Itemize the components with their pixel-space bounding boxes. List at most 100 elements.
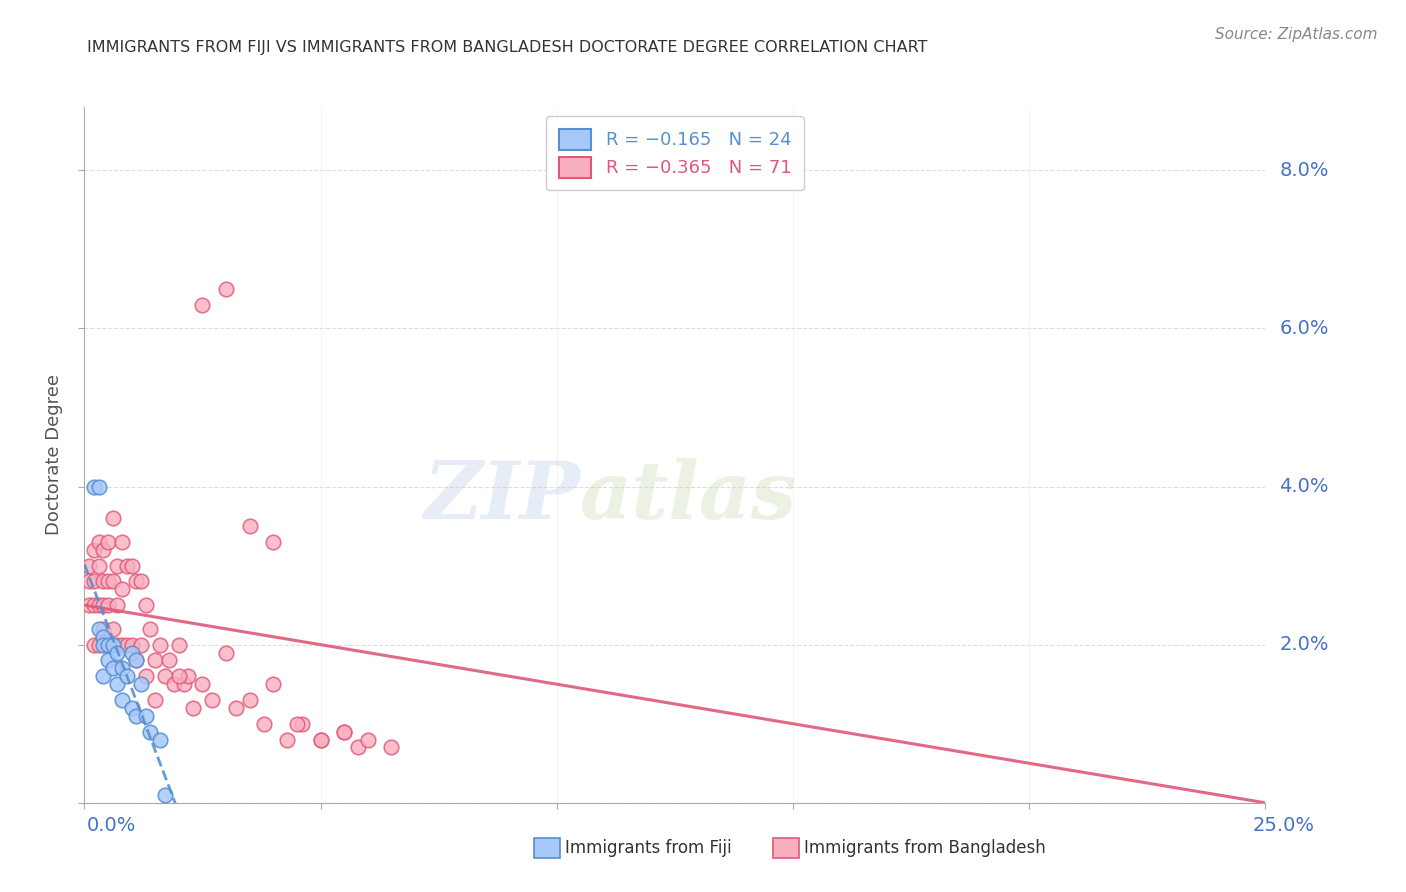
Point	[97, 574, 120, 589]
Point	[87, 534, 110, 549]
Point	[101, 661, 124, 675]
Point	[129, 677, 152, 691]
Point	[135, 598, 157, 612]
Point	[111, 693, 134, 707]
Text: 4.0%: 4.0%	[1279, 477, 1329, 496]
Point	[87, 622, 110, 636]
Point	[125, 653, 148, 667]
Point	[143, 693, 166, 707]
Text: 8.0%: 8.0%	[1279, 161, 1329, 180]
Point	[177, 669, 200, 683]
Text: 6.0%: 6.0%	[1279, 319, 1329, 338]
Point	[91, 669, 114, 683]
Point	[239, 693, 262, 707]
Point	[101, 638, 124, 652]
Point	[191, 298, 214, 312]
Legend: R = −0.165   N = 24, R = −0.365   N = 71: R = −0.165 N = 24, R = −0.365 N = 71	[546, 116, 804, 190]
Point	[107, 558, 129, 573]
Text: ZIP: ZIP	[423, 458, 581, 535]
Point	[101, 574, 124, 589]
Point	[157, 653, 180, 667]
Point	[139, 622, 162, 636]
Point	[107, 677, 129, 691]
Point	[111, 534, 134, 549]
Point	[97, 638, 120, 652]
Point	[163, 677, 186, 691]
Point	[115, 558, 138, 573]
Point	[121, 646, 143, 660]
Point	[91, 574, 114, 589]
Point	[115, 669, 138, 683]
Point	[87, 638, 110, 652]
Point	[107, 598, 129, 612]
Point	[101, 511, 124, 525]
Point	[143, 653, 166, 667]
Point	[91, 542, 114, 557]
Point	[333, 724, 356, 739]
Point	[135, 708, 157, 723]
Point	[276, 732, 298, 747]
Point	[83, 598, 105, 612]
Point	[357, 732, 380, 747]
Point	[262, 677, 284, 691]
Point	[153, 669, 176, 683]
Point	[153, 788, 176, 802]
Point	[239, 519, 262, 533]
Point	[91, 638, 114, 652]
Point	[111, 661, 134, 675]
Point	[285, 716, 308, 731]
Text: 0.0%: 0.0%	[87, 815, 136, 835]
Point	[225, 701, 247, 715]
Point	[107, 638, 129, 652]
Point	[111, 582, 134, 597]
Point	[111, 638, 134, 652]
Point	[83, 542, 105, 557]
Point	[91, 630, 114, 644]
Point	[77, 574, 100, 589]
Point	[125, 574, 148, 589]
Point	[91, 622, 114, 636]
Point	[173, 677, 195, 691]
Point	[121, 638, 143, 652]
Point	[83, 638, 105, 652]
Point	[97, 638, 120, 652]
Point	[87, 558, 110, 573]
Point	[149, 732, 172, 747]
Point	[253, 716, 276, 731]
Text: 2.0%: 2.0%	[1279, 635, 1329, 654]
Point	[380, 740, 402, 755]
Text: atlas: atlas	[581, 458, 797, 535]
Point	[167, 669, 190, 683]
Point	[149, 638, 172, 652]
Point	[135, 669, 157, 683]
Point	[309, 732, 332, 747]
Point	[97, 653, 120, 667]
Text: Source: ZipAtlas.com: Source: ZipAtlas.com	[1215, 27, 1378, 42]
Point	[97, 598, 120, 612]
Point	[215, 646, 238, 660]
Point	[309, 732, 332, 747]
Point	[107, 646, 129, 660]
Y-axis label: Doctorate Degree: Doctorate Degree	[45, 375, 63, 535]
Point	[181, 701, 204, 715]
Point	[215, 282, 238, 296]
Point	[83, 479, 105, 493]
Point	[201, 693, 224, 707]
Text: Immigrants from Bangladesh: Immigrants from Bangladesh	[804, 839, 1046, 857]
Point	[77, 558, 100, 573]
Point	[191, 677, 214, 691]
Point	[125, 653, 148, 667]
Point	[333, 724, 356, 739]
Point	[97, 534, 120, 549]
Point	[87, 479, 110, 493]
Point	[115, 638, 138, 652]
Point	[87, 598, 110, 612]
Text: 25.0%: 25.0%	[1253, 815, 1315, 835]
Point	[291, 716, 314, 731]
Point	[262, 534, 284, 549]
Point	[129, 638, 152, 652]
Point	[121, 701, 143, 715]
Point	[91, 598, 114, 612]
Point	[167, 638, 190, 652]
Point	[121, 558, 143, 573]
